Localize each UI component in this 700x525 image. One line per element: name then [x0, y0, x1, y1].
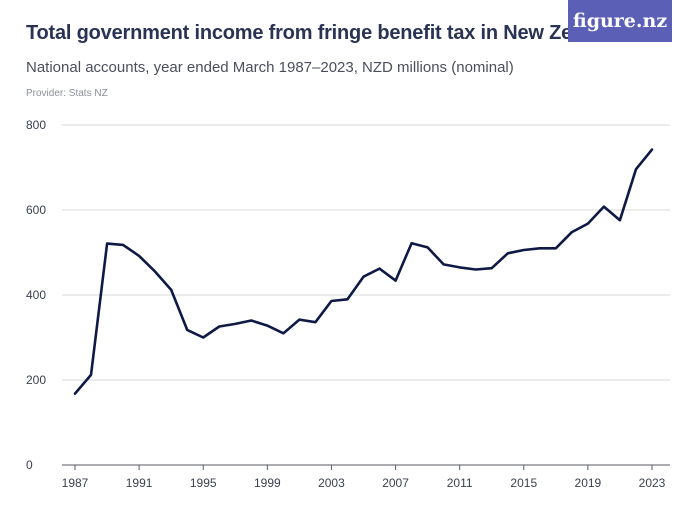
- y-tick-label: 0: [26, 458, 33, 472]
- chart-title: Total government income from fringe bene…: [26, 22, 624, 44]
- x-tick-label: 1987: [62, 476, 89, 490]
- series-line: [73, 148, 654, 395]
- y-tick-label: 200: [26, 373, 46, 387]
- chart-subtitle: National accounts, year ended March 1987…: [26, 59, 514, 76]
- x-tick-label: 2003: [318, 476, 345, 490]
- x-tick-label: 2007: [382, 476, 409, 490]
- x-tick-label: 1999: [254, 476, 281, 490]
- y-tick-label: 400: [26, 288, 46, 302]
- x-tick-label: 2023: [639, 476, 666, 490]
- x-tick-label: 2015: [510, 476, 537, 490]
- y-tick-label: 600: [26, 203, 46, 217]
- y-tick-label: 800: [26, 118, 46, 132]
- provider-note: Provider: Stats NZ: [26, 88, 108, 99]
- figure-nz-logo[interactable]: figure.nz: [568, 0, 672, 42]
- x-tick-label: 2019: [575, 476, 602, 490]
- logo-text: figure.nz: [572, 10, 668, 32]
- x-tick-label: 1995: [190, 476, 217, 490]
- x-tick-label: 2011: [447, 476, 473, 490]
- x-tick-label: 1991: [126, 476, 153, 490]
